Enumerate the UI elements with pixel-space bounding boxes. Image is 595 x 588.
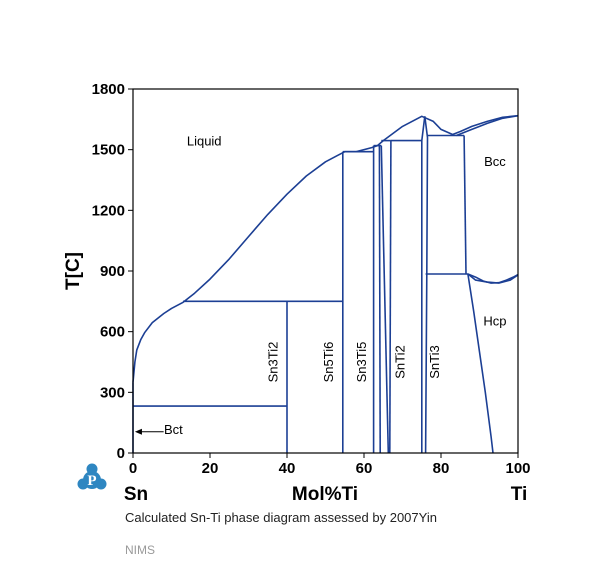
x-tick-label: 20 [202,460,219,477]
svg-text:P: P [87,473,96,489]
y-tick-label: 0 [117,445,125,462]
boundary-liquidus-sn-rich [132,144,378,383]
y-tick-label: 600 [100,324,125,341]
y-tick-label: 1200 [92,202,125,219]
y-tick-label: 900 [100,263,125,280]
phase-label-sn3ti5: Sn3Ti5 [354,342,369,383]
phase-label-snti2: SnTi2 [392,345,407,378]
phase-label-snti3: SnTi3 [427,345,442,378]
x-axis-title: Mol%Ti [292,484,358,505]
x-tick-label: 40 [279,460,296,477]
x-tick-label: 80 [433,460,450,477]
y-tick-label: 1800 [92,81,125,98]
x-left-label: Sn [124,484,148,505]
phase-boundaries [132,114,519,454]
phase-labels: Liquid Bcc Hcp Bct Sn3Ti2 Sn5Ti6 Sn3Ti5 SnTi2 Sn… [164,134,506,437]
boundary-hcp-solvus [467,273,494,454]
phase-label-hcp: Hcp [483,314,506,329]
x-tick-label: 60 [356,460,373,477]
annotations [134,428,164,435]
boundary-liquidus-ti-rich [376,114,519,147]
phase-label-bcc: Bcc [484,154,506,169]
boundary-sntiz-wedge-left [380,145,390,454]
boundary-sntiz-wedge-right [388,140,392,454]
phase-label-sn5ti6: Sn5Ti6 [321,342,336,383]
phase-label-sn3ti2: Sn3Ti2 [265,342,280,383]
x-tick-label: 100 [505,460,530,477]
x-right-label: Ti [511,484,528,505]
phase-label-liquid: Liquid [187,134,222,149]
y-tick-label: 1500 [92,142,125,159]
bct-arrow-head [134,428,142,435]
boundary-bcc-upper-boundary [456,114,519,137]
boundary-bcc-hcp-transus-lower [425,273,519,284]
boundary-sn3ti5-right [378,145,382,454]
x-tick-label: 0 [129,460,137,477]
y-tick-label: 300 [100,384,125,401]
phase-label-bct: Bct [164,422,183,437]
axis-ticks: 0 20 40 60 80 100 0 300 600 900 1200 1500 1800 [92,81,531,477]
boundary-snti3-wedge [424,116,429,454]
nims-p-logo-icon: P [77,463,107,490]
source-label: NIMS [125,543,155,557]
boundary-bcc-left-boundary [463,135,467,275]
figure-caption: Calculated Sn-Ti phase diagram assessed … [125,510,437,525]
boundary-bcc-hcp-transus-upper [467,273,519,284]
boundary-snti3-left [420,116,426,453]
y-axis-title: T[C] [63,252,84,290]
